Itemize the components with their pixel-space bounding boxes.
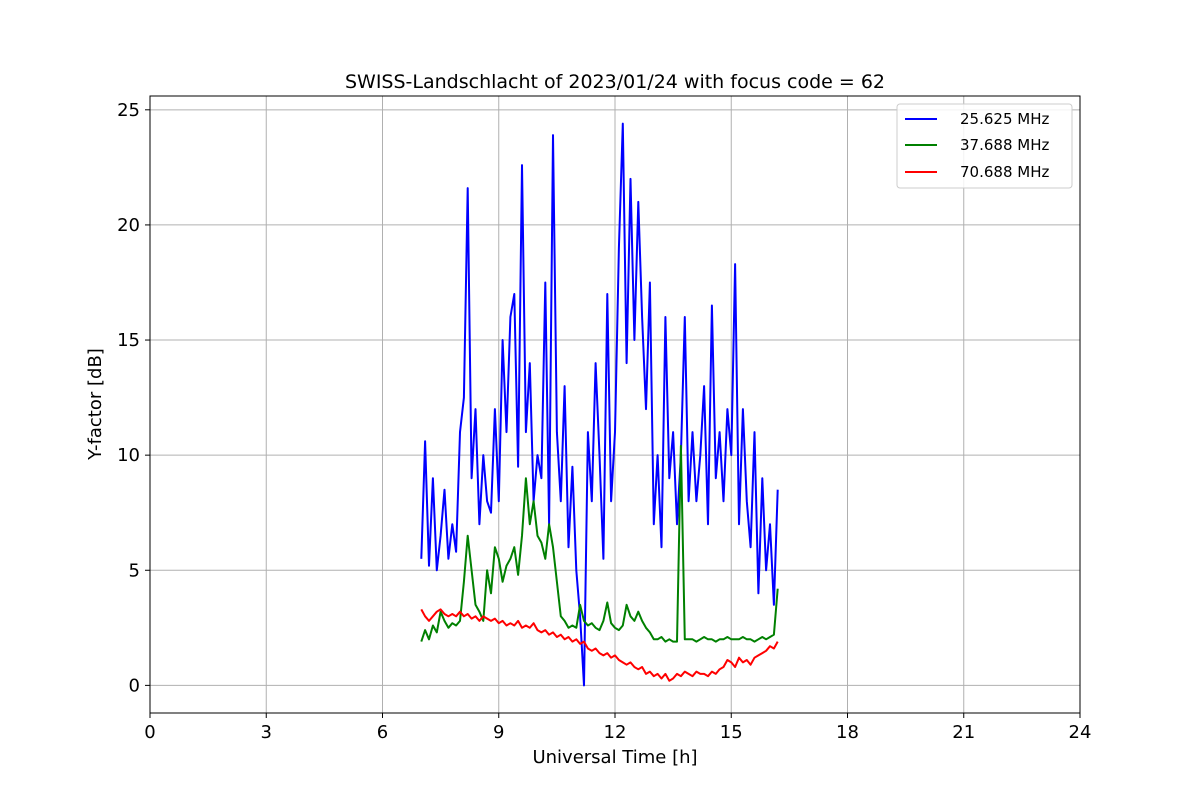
y-tick-label: 0: [129, 675, 140, 696]
series-line-3: [420, 608, 779, 682]
axis-ticks: 0 3 6 9 12 15 18 21 24 0 5 10 15 20 25: [117, 100, 1091, 743]
chart-title: SWISS-Landschlacht of 2023/01/24 with fo…: [345, 71, 885, 93]
x-axis-label: Universal Time [h]: [532, 747, 697, 768]
y-tick-label: 25: [117, 100, 140, 121]
x-tick-label: 15: [720, 722, 743, 743]
legend-box: [896, 103, 1073, 189]
legend-label-series-2: 37.688 MHz: [960, 136, 1049, 154]
x-tick-label: 24: [1069, 722, 1092, 743]
series-line-1: [420, 122, 779, 687]
x-tick-label: 0: [144, 722, 155, 743]
x-tick-label: 12: [604, 722, 627, 743]
x-tick-label: 9: [493, 722, 504, 743]
legend-label-series-1: 25.625 MHz: [960, 110, 1049, 128]
legend-label-series-3: 70.688 MHz: [960, 163, 1049, 181]
x-tick-label: 18: [836, 722, 859, 743]
y-tick-label: 20: [117, 215, 140, 236]
y-axis-label: Y-factor [dB]: [85, 348, 106, 461]
x-tick-label: 21: [952, 722, 975, 743]
y-tick-label: 5: [129, 560, 140, 581]
series-line-2: [420, 444, 779, 643]
y-tick-label: 10: [117, 445, 140, 466]
x-tick-label: 3: [261, 722, 272, 743]
y-tick-label: 15: [117, 330, 140, 351]
x-tick-label: 6: [377, 722, 388, 743]
series-lines: [420, 122, 779, 687]
legend: 25.625 MHz 37.688 MHz 70.688 MHz: [896, 103, 1073, 189]
